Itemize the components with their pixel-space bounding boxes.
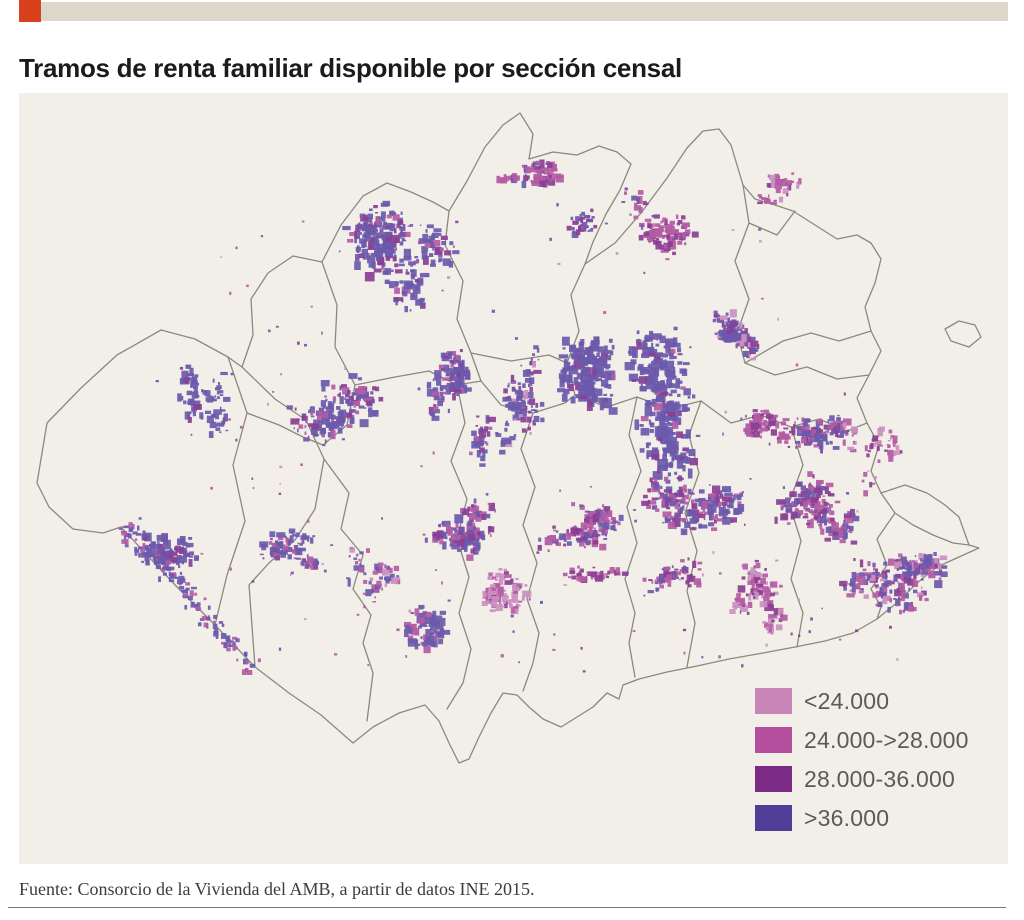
legend-label-lt24: <24.000	[804, 687, 890, 714]
legend-row: <24.000	[755, 688, 969, 714]
legend-label-28-36: 28.000-36.000	[804, 765, 955, 792]
legend-swatch-gt36	[755, 805, 792, 831]
legend-row: >36.000	[755, 805, 969, 831]
legend-swatch-28-36	[755, 766, 792, 792]
accent-square	[19, 0, 41, 22]
legend-row: 24.000->28.000	[755, 727, 969, 753]
municipality-boundaries	[36, 112, 982, 764]
bottom-rule	[8, 907, 1006, 908]
map-legend: <24.000 24.000->28.000 28.000-36.000 >36…	[755, 688, 969, 844]
income-map: <24.000 24.000->28.000 28.000-36.000 >36…	[19, 93, 1008, 864]
census-dots	[118, 159, 948, 675]
legend-label-gt36: >36.000	[804, 804, 890, 831]
legend-swatch-24-28	[755, 727, 792, 753]
map-svg	[36, 112, 982, 764]
page-title: Tramos de renta familiar disponible por …	[19, 53, 682, 84]
legend-swatch-lt24	[755, 688, 792, 714]
source-note: Fuente: Consorcio de la Vivienda del AMB…	[19, 879, 535, 899]
top-bar	[19, 0, 1008, 22]
legend-row: 28.000-36.000	[755, 766, 969, 792]
legend-label-24-28: 24.000->28.000	[804, 726, 969, 753]
